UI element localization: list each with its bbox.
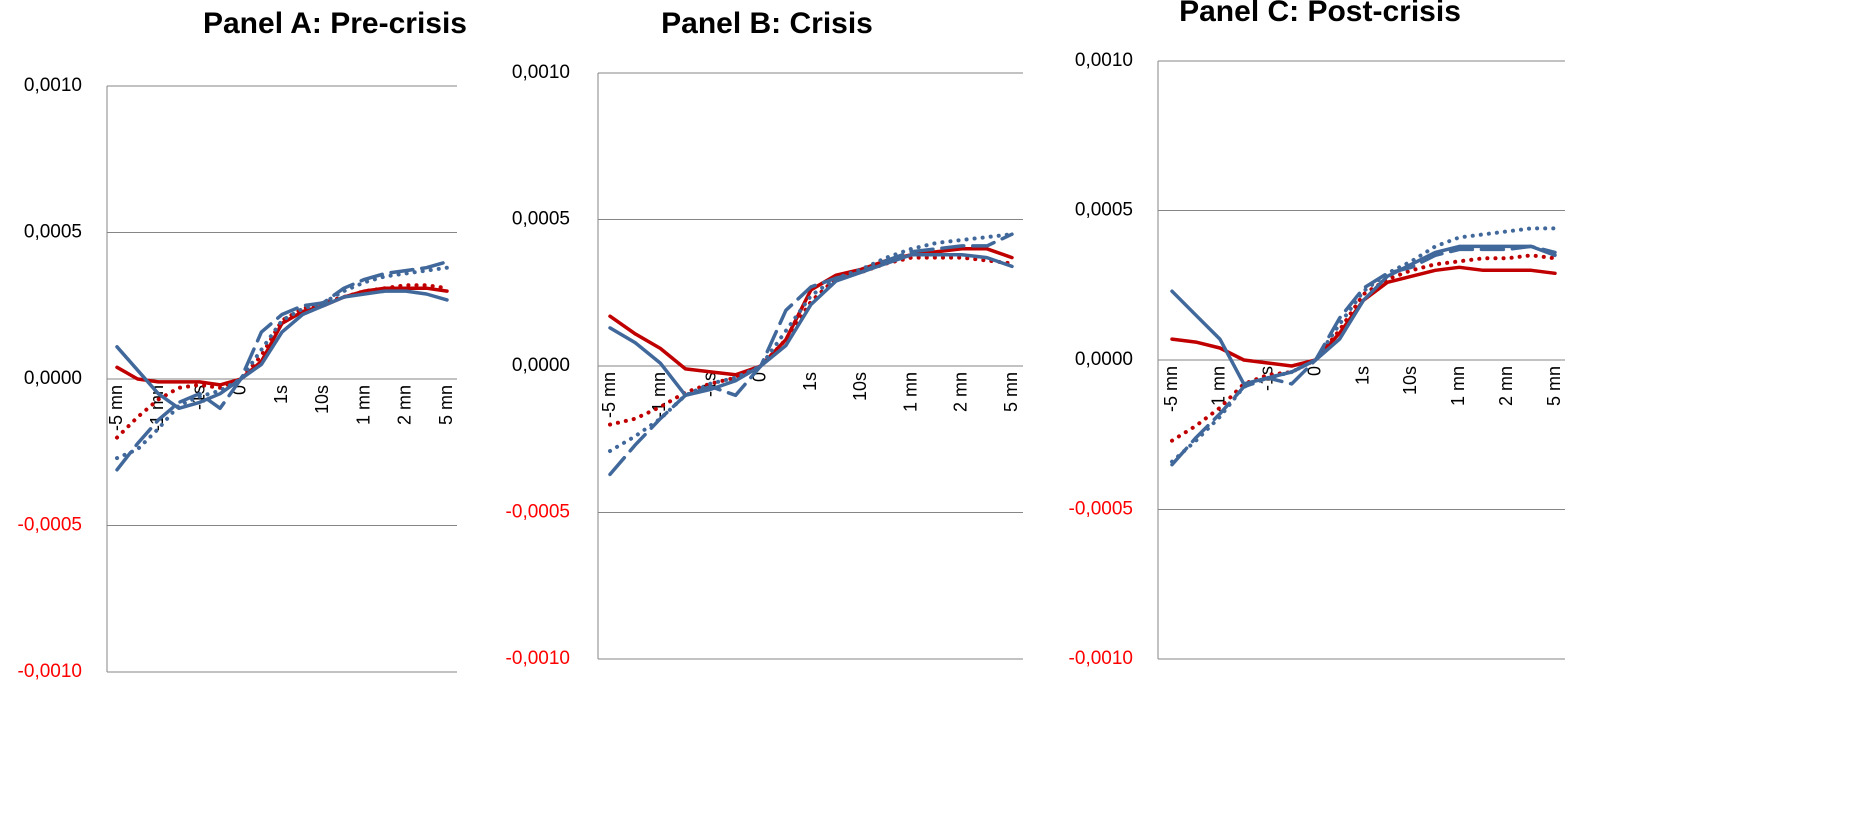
- series-line: [1170, 253, 1557, 443]
- series-line: [115, 265, 449, 461]
- x-tick-label: 1s: [271, 385, 291, 404]
- y-tick-label: -0,0005: [506, 502, 570, 523]
- x-tick-label: 2 mn: [951, 372, 971, 412]
- y-tick-label: 0,0000: [512, 355, 570, 376]
- panel-title: Panel A: Pre-crisis: [203, 7, 467, 40]
- panel-title: Panel C: Post-crisis: [1179, 0, 1461, 28]
- x-tick-label: -1 mn: [1209, 366, 1229, 412]
- y-tick-label: 0,0010: [512, 62, 570, 83]
- x-tick-label: -5 mn: [106, 385, 126, 431]
- y-tick-label: 0,0000: [1075, 349, 1133, 370]
- x-tick-label: 1 mn: [1448, 366, 1468, 406]
- x-tick-label: 1s: [1352, 366, 1372, 385]
- series-line: [115, 260, 449, 472]
- series-line: [115, 286, 449, 387]
- y-tick-label: 0,0005: [512, 209, 570, 230]
- y-tick-label: 0,0005: [24, 222, 82, 243]
- x-tick-label: 1s: [800, 372, 820, 391]
- y-tick-label: 0,0000: [24, 368, 82, 389]
- x-tick-label: 1 mn: [353, 385, 373, 425]
- x-tick-label: 5 mn: [1001, 372, 1021, 412]
- series-line: [608, 255, 1014, 427]
- x-tick-label: 5 mn: [436, 385, 456, 425]
- x-tick-label: 10s: [850, 372, 870, 401]
- y-tick-label: -0,0005: [18, 515, 82, 536]
- series-line: [608, 247, 1014, 377]
- y-tick-label: 0,0010: [24, 75, 82, 96]
- y-tick-label: 0,0005: [1075, 200, 1133, 221]
- x-tick-label: 0: [750, 372, 770, 382]
- x-tick-label: 2 mn: [1496, 366, 1516, 406]
- x-tick-label: -5 mn: [599, 372, 619, 418]
- series-line: [1170, 244, 1557, 467]
- series-line: [608, 232, 1014, 477]
- series-line: [1170, 226, 1557, 464]
- series-line: [115, 289, 449, 411]
- x-tick-label: 10s: [1400, 366, 1420, 395]
- x-tick-label: 0: [1304, 366, 1324, 376]
- y-tick-label: -0,0010: [1069, 648, 1133, 669]
- y-tick-label: 0,0010: [1075, 50, 1133, 71]
- series-line: [608, 232, 1014, 453]
- y-tick-label: -0,0010: [18, 661, 82, 682]
- series-line: [1170, 265, 1557, 368]
- series-line: [1170, 244, 1557, 386]
- x-tick-label: 0: [230, 385, 250, 395]
- x-tick-label: -5 mn: [1161, 366, 1181, 412]
- y-tick-label: -0,0005: [1069, 499, 1133, 520]
- series-line: [608, 252, 1014, 398]
- y-tick-label: -0,0010: [506, 648, 570, 669]
- x-tick-label: 5 mn: [1544, 366, 1564, 406]
- panel-title: Panel B: Crisis: [661, 7, 873, 40]
- x-tick-label: 1 mn: [900, 372, 920, 412]
- x-tick-label: 10s: [312, 385, 332, 414]
- x-tick-label: 2 mn: [395, 385, 415, 425]
- series-line: [115, 283, 449, 440]
